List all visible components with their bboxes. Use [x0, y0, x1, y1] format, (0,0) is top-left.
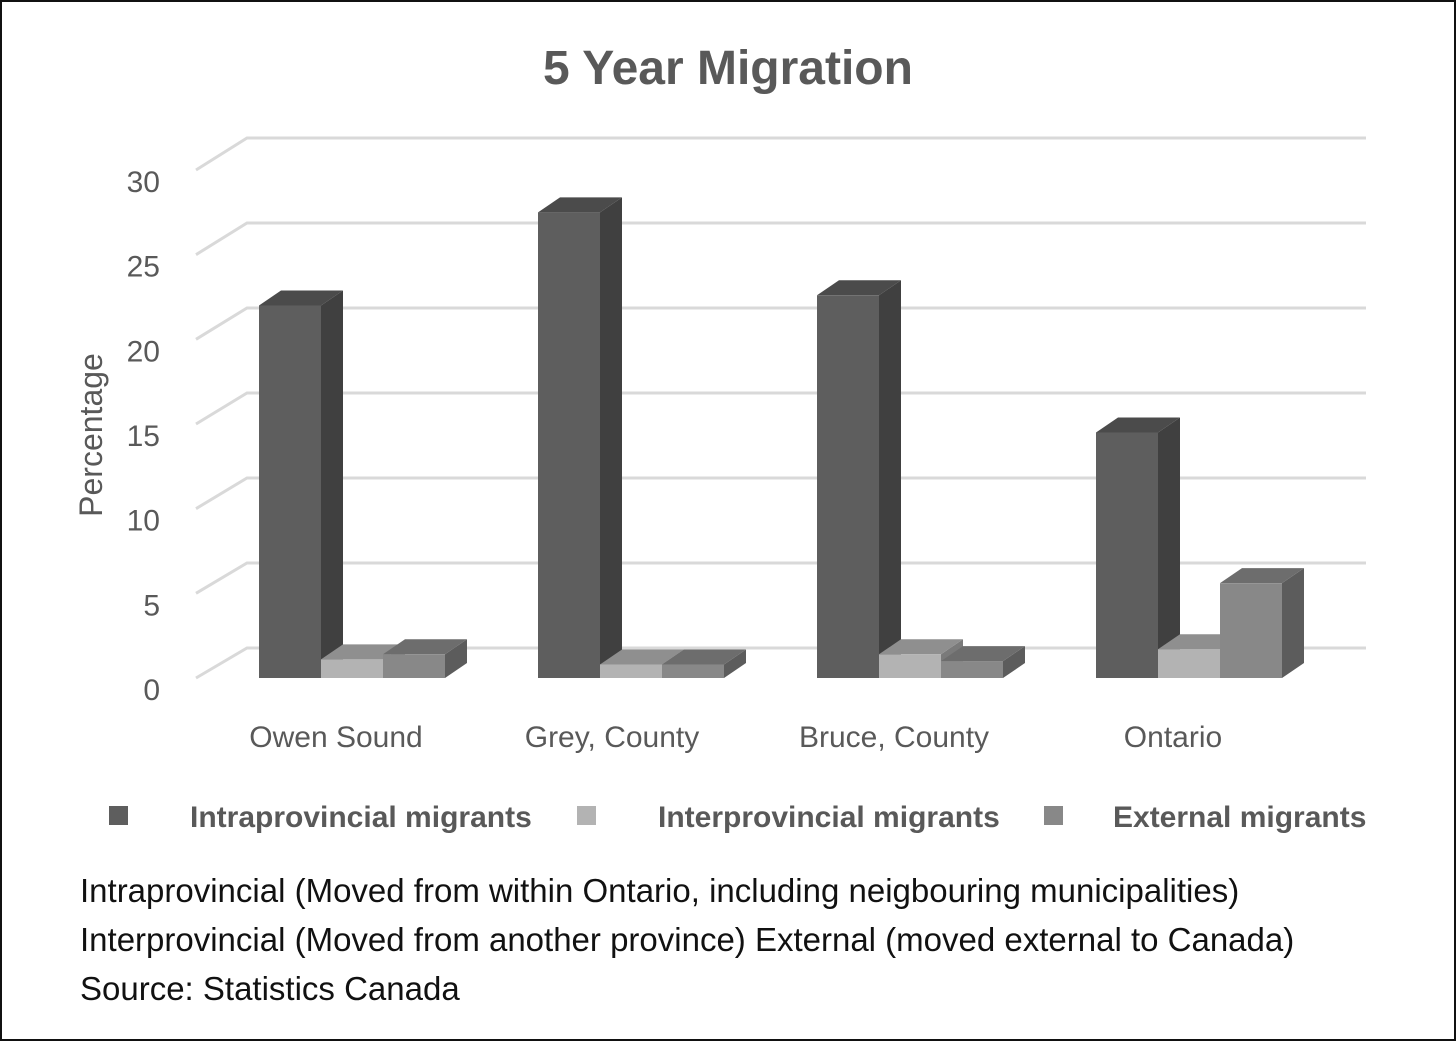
y-tick-label: 0 [143, 674, 160, 707]
y-tick-label: 5 [143, 589, 160, 622]
y-tick-label: 25 [127, 251, 160, 284]
category-label: Owen Sound [249, 721, 422, 754]
y-tick-label: 10 [127, 505, 160, 538]
footnote: Intraprovincial (Moved from within Ontar… [80, 872, 1295, 1007]
gridline [195, 136, 1366, 172]
legend-label: External migrants [1113, 801, 1366, 834]
gridlines [195, 136, 1366, 680]
legend-item: Interprovincial migrants [577, 801, 1000, 834]
legend-label: Interprovincial migrants [658, 801, 1000, 834]
chart-title: 5 Year Migration [543, 42, 913, 95]
category-label: Grey, County [525, 721, 700, 754]
y-tick-label: 20 [127, 335, 160, 368]
category-label: Ontario [1124, 721, 1222, 754]
legend-item: Intraprovincial migrants [109, 801, 532, 834]
category-label: Bruce, County [799, 721, 989, 754]
gridline [195, 561, 1366, 595]
bar [1096, 417, 1180, 678]
y-tick-label: 30 [127, 166, 160, 199]
bar [259, 290, 343, 678]
gridline [195, 391, 1366, 426]
y-axis-ticks: 0 5 10 15 20 25 30 [127, 166, 160, 707]
bar [817, 280, 901, 678]
legend-swatch [1044, 806, 1063, 825]
bar [662, 649, 746, 678]
gridline [195, 306, 1366, 341]
y-tick-label: 15 [127, 420, 160, 453]
bar [941, 646, 1025, 678]
x-axis-categories: Owen Sound Grey, County Bruce, County Ontar… [249, 721, 1222, 754]
bars [259, 197, 1304, 679]
y-axis-label: Percentage [73, 353, 109, 517]
legend-label: Intraprovincial migrants [190, 801, 532, 834]
legend: Intraprovincial migrants Interprovincial … [109, 801, 1366, 834]
legend-swatch [109, 806, 128, 825]
legend-swatch [577, 806, 596, 825]
gridline [195, 476, 1366, 510]
bar [383, 639, 467, 678]
bar [538, 197, 622, 679]
gridline [195, 221, 1366, 256]
bar [1220, 568, 1304, 678]
chart-svg: 5 Year Migration Percentage 0 5 10 15 20 25 30… [73, 42, 1366, 834]
legend-item: External migrants [1044, 801, 1366, 834]
